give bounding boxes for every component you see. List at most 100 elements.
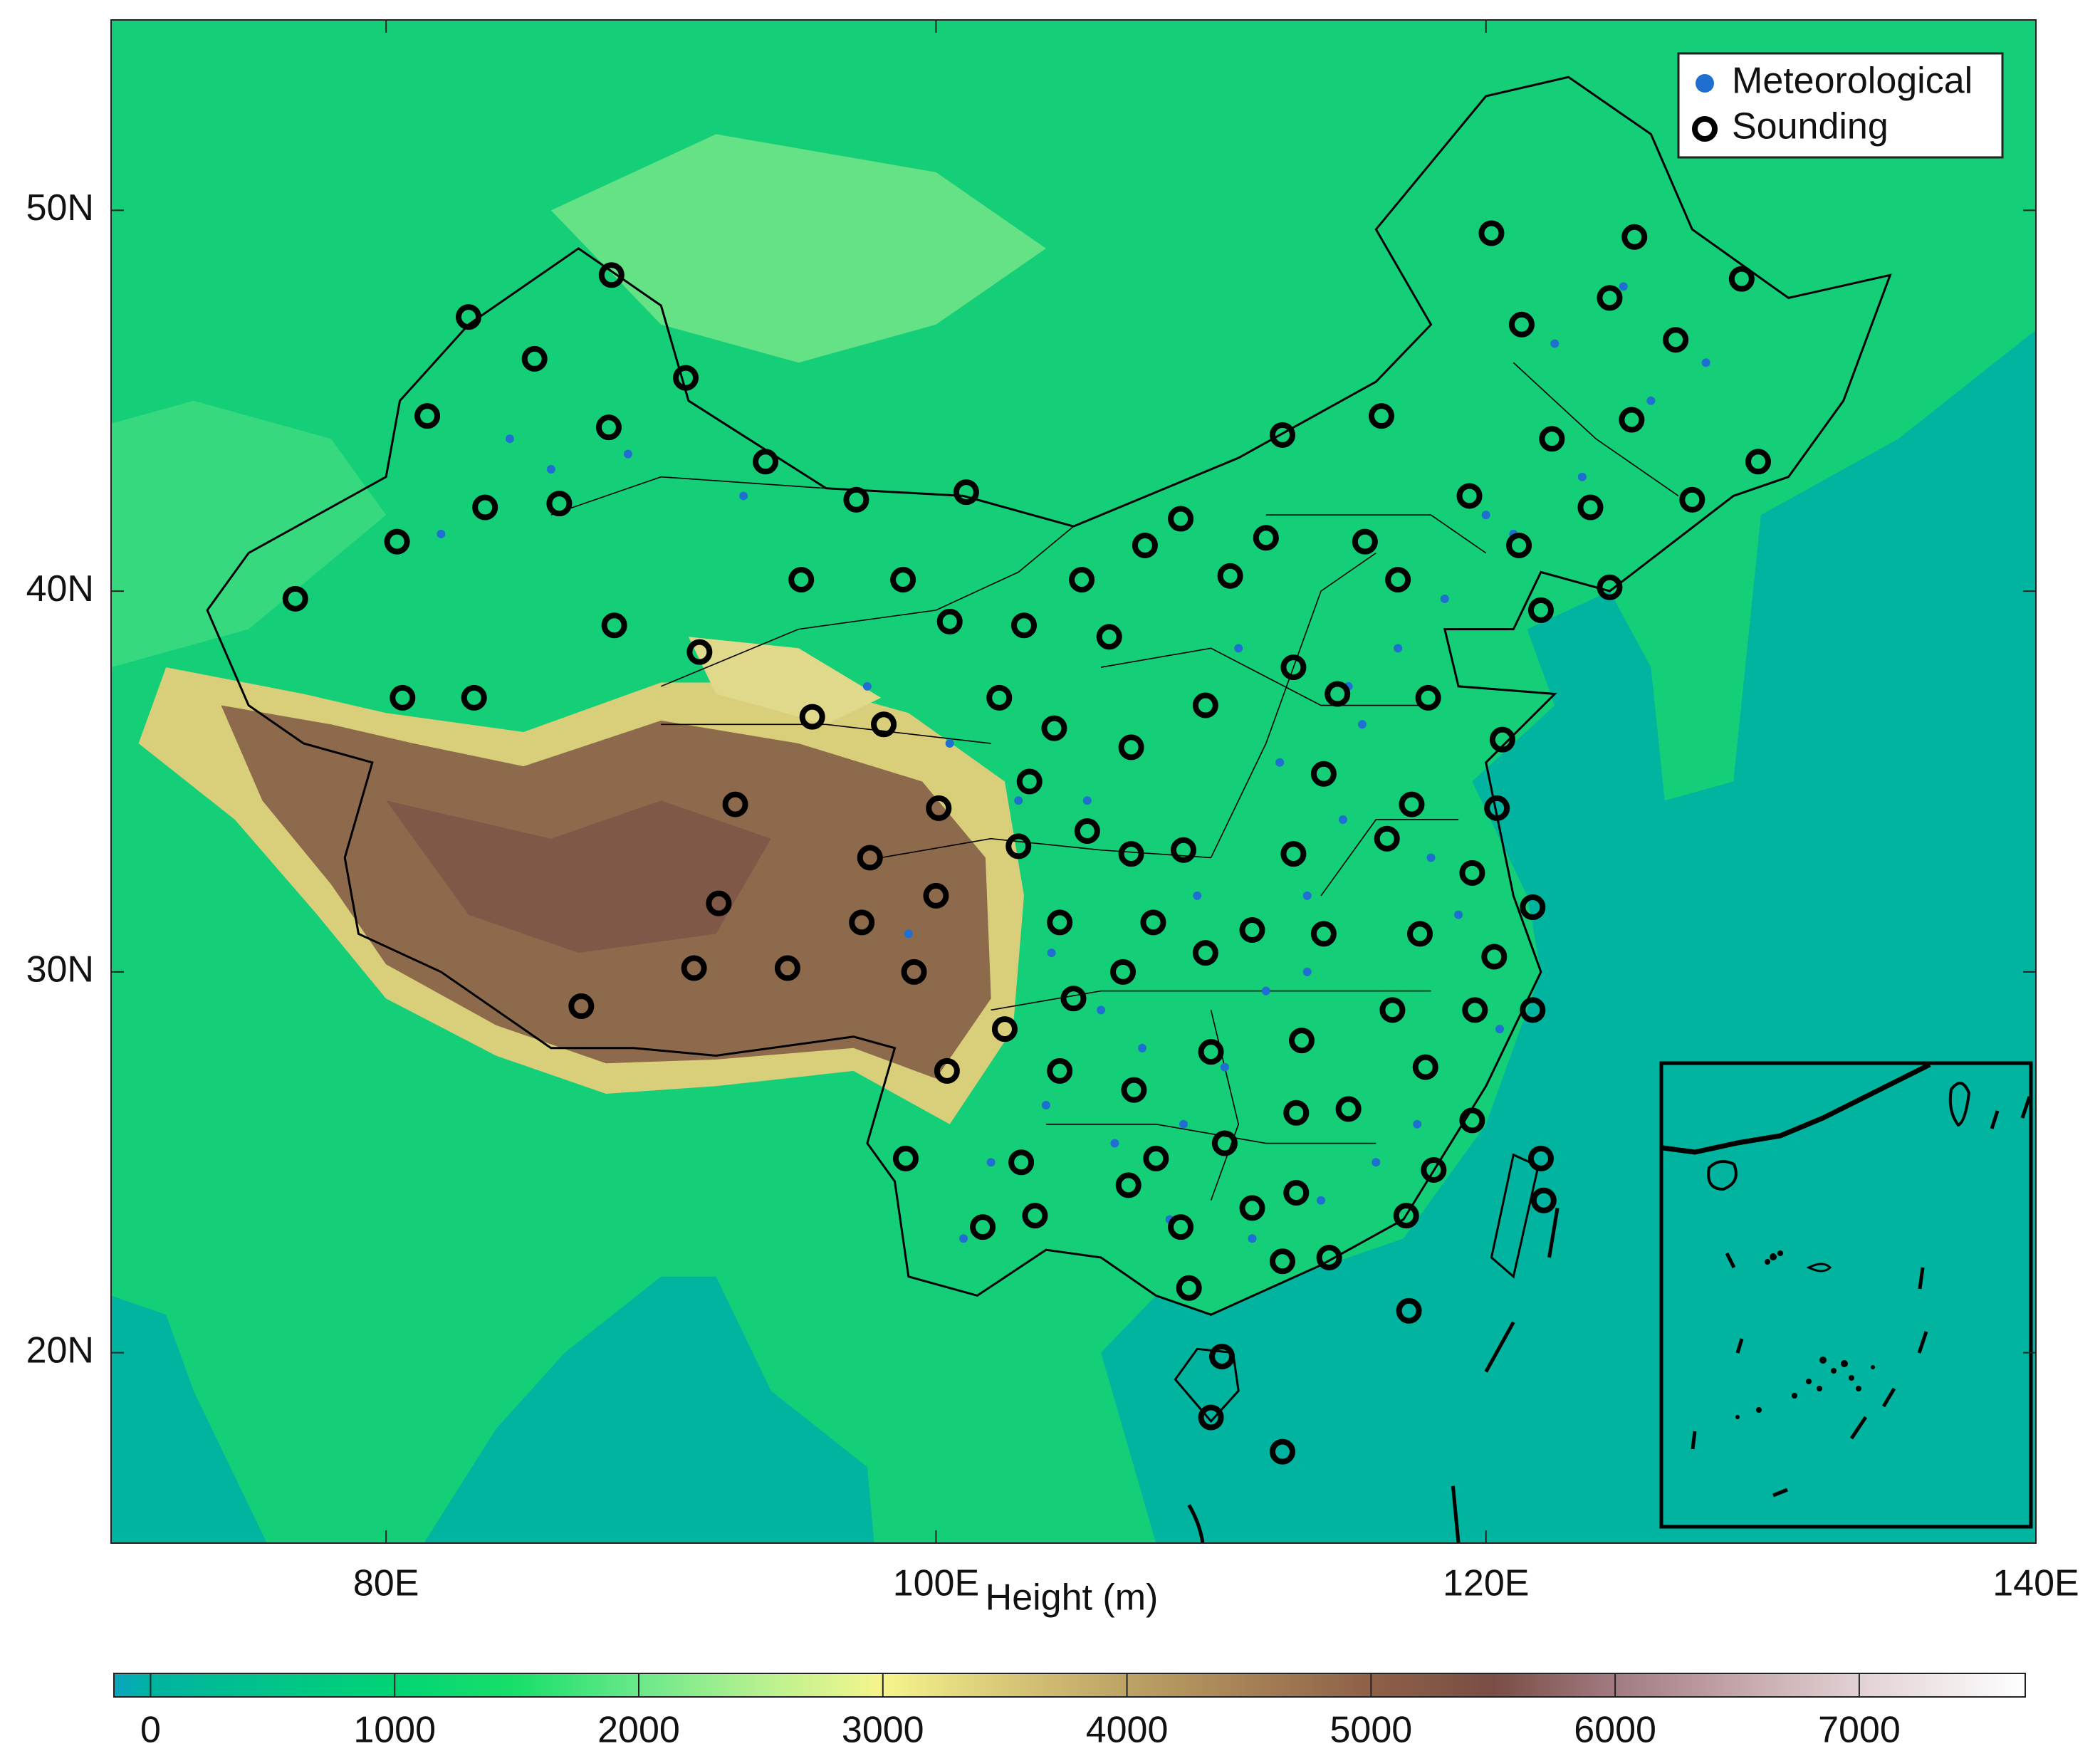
meteorological-station [1495,1025,1505,1034]
sounding-station [1421,1156,1447,1183]
sounding-station [1527,1145,1554,1171]
inset-dashes [1691,1096,2032,1498]
x-tick-label: 140E [1992,1563,2079,1604]
sounding-station [1168,506,1194,532]
sounding-station [595,414,622,441]
sounding-station [1060,986,1087,1012]
sounding-station [1140,909,1166,936]
axes: 80E 100E 120E 140E 20N 30N 40N 50N [26,20,2079,1604]
y-tick-label: 40N [26,568,94,610]
sounding-station [1679,486,1705,513]
sounding-station [1074,818,1100,845]
sounding-station [1239,917,1265,944]
meteorological-station [1110,1139,1119,1148]
colorbar-tick-label: 4000 [1086,1710,1169,1751]
sounding-station [934,1057,960,1084]
province-border [1210,552,1377,858]
meteorological-station [1481,511,1490,520]
sounding-station [706,890,732,916]
sounding-station [568,993,595,1020]
colorbar-fill [113,1673,2026,1698]
sounding-station [1069,567,1095,593]
meteorological-station [1097,1005,1106,1015]
sounding-station [1520,894,1546,920]
meteorological-station [1577,472,1587,481]
colorbar-tick-label: 6000 [1574,1710,1656,1751]
sounding-station [1132,532,1158,558]
dash-line [1451,1485,1461,1543]
meteorological-station [1372,1158,1381,1167]
meteorological-station [1179,1119,1188,1129]
sounding-station [871,711,897,738]
dash-line [1547,1208,1560,1258]
sounding-station [890,567,916,593]
sounding-station [1597,285,1623,311]
sounding-station [1239,1195,1265,1221]
sounding-station [1198,1404,1224,1431]
province-border [1513,362,1679,497]
sounding-station [1506,532,1532,558]
meteorological-station [945,739,954,748]
sounding-station [1269,422,1295,448]
sounding-station [1396,1297,1422,1324]
sounding-station [1745,449,1771,475]
province-border [550,476,827,516]
dash-line [1484,1321,1515,1373]
sounding-station [1415,684,1441,711]
sounding-station [892,1145,919,1171]
meteorological-station [1426,853,1436,862]
sounding-station [1170,837,1196,863]
colorbar-tick-label: 7000 [1818,1710,1901,1751]
sounding-station [1217,563,1243,589]
sounding-station [1118,841,1144,867]
hainan [1174,1347,1240,1423]
sounding-station [1597,574,1623,600]
sounding-station [1310,921,1337,947]
meteorological-station [986,1158,996,1167]
colorbar: Height (m) 0 1000 2000 3000 4000 5000 6000 7000 [113,1577,2026,1751]
sounding-station [1047,1057,1073,1084]
sounding-station [455,304,481,330]
meteorological-station [1440,594,1449,603]
sounding-station [414,403,441,429]
colorbar-tick-label: 1000 [353,1710,436,1751]
meteorological-station [1317,1196,1326,1205]
meteorological-station [1302,967,1312,976]
meteorological-station [1646,396,1656,405]
meteorological-station [1413,1119,1422,1129]
sounding-station [1143,1145,1169,1171]
sounding-station [1010,612,1037,639]
sounding-station [1168,1214,1194,1240]
meteorological-station [1014,796,1023,805]
inset-hainan [1707,1160,1738,1191]
sounding-station [788,567,815,593]
meteorological-station [437,529,446,538]
colorbar-label: Height (m) [986,1577,1159,1619]
legend-box [1677,52,2004,159]
sounding-station [1619,407,1645,433]
legend-marker [1692,116,1718,142]
meteorological-station [1394,644,1403,653]
sounding-station [1310,761,1337,787]
sounding-station [1462,997,1488,1023]
x-tick-label: 80E [353,1563,419,1604]
colorbar-tick-label: 3000 [842,1710,924,1751]
province-border [1045,1123,1377,1144]
sounding-station [521,345,548,372]
sounding-station [1022,1203,1048,1229]
country-border [206,75,1892,1316]
sounding-station [936,608,963,634]
sounding-station [1269,1248,1295,1275]
sounding-station [901,958,927,985]
sounding-station [1412,1054,1438,1080]
plateau-core [386,800,771,953]
sounding-station [1385,567,1411,593]
meteorological-station [959,1234,968,1243]
sounding-station [1121,1077,1147,1103]
province-border [881,837,1211,859]
meteorological-station [1047,949,1056,958]
sounding-station [1280,841,1307,867]
sounding-station [923,882,949,909]
